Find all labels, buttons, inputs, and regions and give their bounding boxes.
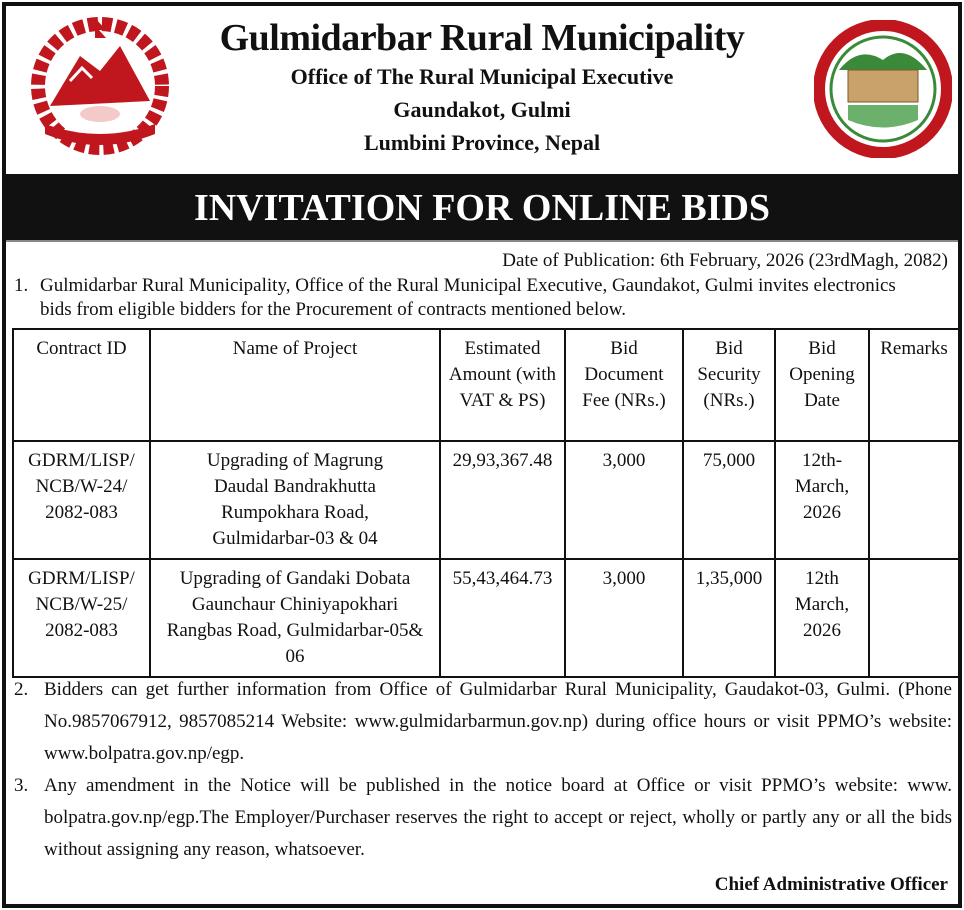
nepal-emblem-logo bbox=[31, 17, 169, 155]
col-project-name: Name of Project bbox=[149, 328, 441, 442]
paragraph-3: 3. Any amendment in the Notice will be pu… bbox=[14, 770, 952, 866]
paragraph-1: 1. Gulmidarbar Rural Municipality, Office… bbox=[14, 274, 954, 322]
para-text: Gulmidarbar Rural Municipality, Office o… bbox=[40, 275, 896, 296]
cell: 3,000 bbox=[564, 440, 684, 560]
cell bbox=[868, 440, 960, 560]
notice-banner: INVITATION FOR ONLINE BIDS bbox=[6, 174, 958, 242]
para-number: 2. bbox=[14, 679, 29, 700]
col-remarks: Remarks bbox=[868, 328, 960, 442]
further-paragraphs: 2. Bidders can get further information fr… bbox=[14, 674, 952, 866]
publication-date: Date of Publication: 6th February, 2026 … bbox=[502, 250, 948, 271]
paragraph-2: 2. Bidders can get further information fr… bbox=[14, 674, 952, 770]
cell: GDRM/LISP/ NCB/W-24/ 2082-083 bbox=[12, 440, 151, 560]
contracts-table: Contract ID Name of Project Estimated Am… bbox=[12, 328, 960, 678]
para-text: Bidders can get further information from… bbox=[44, 679, 952, 764]
cell: 1,35,000 bbox=[682, 558, 776, 678]
table-header-row: Contract ID Name of Project Estimated Am… bbox=[12, 328, 960, 442]
office-name: Office of The Rural Municipal Executive bbox=[290, 64, 674, 89]
cell: Upgrading of Gandaki Dobata Gaunchaur Ch… bbox=[149, 558, 441, 678]
cell: 29,93,367.48 bbox=[439, 440, 566, 560]
address: Gaundakot, Gulmi bbox=[393, 97, 571, 122]
para-text: Any amendment in the Notice will be publ… bbox=[44, 775, 952, 860]
province: Lumbini Province, Nepal bbox=[363, 130, 601, 155]
para-text: bids from eligible bidders for the Procu… bbox=[40, 299, 627, 320]
cell: GDRM/LISP/ NCB/W-25/ 2082-083 bbox=[12, 558, 151, 678]
cell: 55,43,464.73 bbox=[439, 558, 566, 678]
cell: 75,000 bbox=[682, 440, 776, 560]
col-contract-id: Contract ID bbox=[12, 328, 151, 442]
cell: 12th-March, 2026 bbox=[774, 440, 870, 560]
cell bbox=[868, 558, 960, 678]
municipality-title: Gulmidarbar Rural Municipality bbox=[219, 17, 745, 59]
col-document-fee: Bid Document Fee (NRs.) bbox=[564, 328, 684, 442]
table-row: GDRM/LISP/ NCB/W-25/ 2082-083 Upgrading … bbox=[12, 558, 960, 678]
municipality-logo bbox=[814, 20, 952, 158]
col-bid-security: Bid Security (NRs.) bbox=[682, 328, 776, 442]
cell: 12th March, 2026 bbox=[774, 558, 870, 678]
para-number: 1. bbox=[14, 275, 29, 296]
table-row: GDRM/LISP/ NCB/W-24/ 2082-083 Upgrading … bbox=[12, 440, 960, 560]
col-opening-date: Bid Opening Date bbox=[774, 328, 870, 442]
cell: Upgrading of Magrung Daudal Bandrakhutta… bbox=[149, 440, 441, 560]
signature: Chief Administrative Officer bbox=[714, 874, 948, 895]
cell: 3,000 bbox=[564, 558, 684, 678]
header: Gulmidarbar Rural Municipality Office of… bbox=[6, 6, 958, 172]
para-number: 3. bbox=[14, 775, 29, 796]
col-estimated-amount: Estimated Amount (with VAT & PS) bbox=[439, 328, 566, 442]
